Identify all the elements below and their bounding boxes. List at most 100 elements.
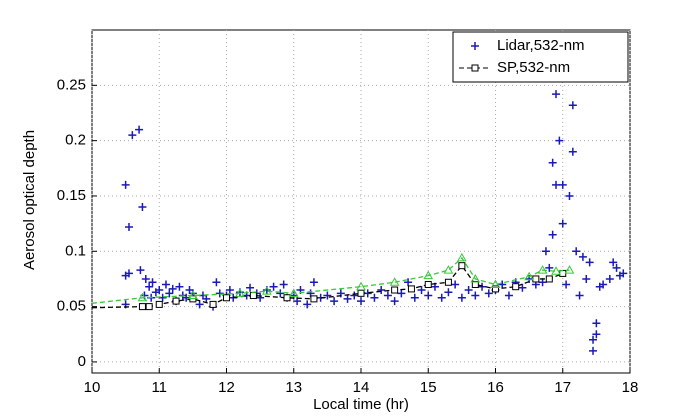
line-marker: [512, 283, 520, 291]
line-marker: [537, 265, 548, 274]
series-line: [91, 256, 570, 304]
scatter-point: [471, 291, 480, 300]
line-marker: [457, 252, 467, 262]
line-marker: [407, 285, 415, 293]
scatter-point: [552, 180, 561, 189]
y-tick-label: 0.15: [57, 187, 86, 204]
scatter-point: [256, 293, 265, 302]
scatter-point: [390, 297, 399, 306]
scatter-point: [545, 263, 554, 272]
line-marker: [470, 273, 481, 283]
scatter-point: [136, 266, 145, 275]
scatter-point: [582, 274, 591, 283]
scatter-point: [585, 258, 594, 267]
scatter-point: [464, 286, 473, 295]
plot-frame: [91, 29, 631, 374]
y-tick-label: 0: [78, 353, 86, 370]
scatter-point: [605, 274, 614, 283]
line-marker: [145, 303, 153, 311]
scatter-point: [343, 294, 352, 303]
scatter-point: [202, 294, 211, 303]
scatter-point: [168, 284, 177, 293]
scatter-point: [155, 286, 164, 295]
scatter-point: [397, 289, 406, 298]
scatter-point: [444, 288, 453, 297]
x-axis-label: Local time (hr): [313, 396, 409, 413]
scatter-point: [484, 289, 493, 298]
scatter-point: [589, 346, 598, 355]
scatter-point: [323, 291, 332, 300]
scatter-point: [612, 263, 621, 272]
scatter-point: [548, 158, 557, 167]
legend-marker: [471, 42, 479, 50]
scatter-point: [121, 180, 130, 189]
line-marker: [356, 281, 366, 291]
y-tick-label: 0.2: [65, 132, 86, 149]
y-tick-label: 0.1: [65, 242, 86, 259]
line-marker: [424, 280, 432, 288]
scatter-point: [451, 280, 460, 289]
legend-label: SP,532-nm: [497, 59, 570, 76]
scatter-point: [165, 289, 174, 298]
line-marker: [357, 289, 365, 297]
scatter-point: [568, 147, 577, 156]
scatter-point: [276, 289, 285, 298]
line-marker: [235, 288, 245, 297]
scatter-point: [309, 278, 318, 287]
scatter-point: [269, 282, 278, 291]
scatter-point: [246, 283, 255, 292]
line-marker: [443, 265, 454, 274]
scatter-point: [437, 293, 446, 302]
x-tick-label: 15: [420, 379, 437, 396]
scatter-point: [212, 278, 221, 287]
scatter-point: [124, 222, 133, 231]
line-marker: [283, 294, 291, 302]
scatter-point: [410, 293, 419, 302]
scatter-point: [128, 131, 137, 140]
scatter-point: [404, 278, 413, 287]
scatter-point: [195, 300, 204, 309]
scatter-point: [141, 274, 150, 283]
line-marker: [155, 300, 163, 308]
legend-box: [452, 31, 629, 83]
scatter-point: [619, 269, 628, 278]
scatter-point: [541, 247, 550, 256]
scatter-point: [135, 125, 144, 134]
scatter-point: [565, 191, 574, 200]
line-marker: [423, 270, 434, 280]
line-marker: [545, 275, 553, 283]
scatter-point: [575, 291, 584, 300]
scatter-point: [350, 291, 359, 300]
scatter-point: [225, 286, 234, 295]
scatter-point: [568, 101, 577, 110]
scatter-point: [158, 293, 167, 302]
line-marker: [137, 292, 148, 302]
y-tick-label: 0.25: [57, 76, 86, 93]
scatter-point: [478, 282, 487, 291]
line-marker: [138, 303, 146, 311]
y-tick-label: 0.05: [57, 298, 86, 315]
scatter-point: [538, 278, 547, 287]
scatter-point: [457, 293, 466, 302]
line-marker: [490, 279, 501, 288]
x-tick-label: 12: [218, 379, 235, 396]
line-marker: [389, 277, 400, 286]
scatter-point: [592, 330, 601, 339]
scatter-point: [562, 280, 571, 289]
scatter-point: [572, 247, 581, 256]
scatter-point: [279, 280, 288, 289]
scatter-point: [555, 136, 564, 145]
scatter-point: [599, 280, 608, 289]
x-tick-label: 18: [622, 379, 639, 396]
line-marker: [223, 294, 230, 302]
scatter-point: [498, 280, 507, 289]
scatter-point: [589, 335, 598, 344]
scatter-point: [552, 90, 561, 99]
x-tick-label: 10: [84, 379, 101, 396]
scatter-point: [417, 286, 426, 295]
scatter-point: [145, 282, 154, 291]
x-tick-label: 14: [353, 379, 370, 396]
scatter-point: [558, 180, 567, 189]
line-marker: [209, 300, 217, 308]
